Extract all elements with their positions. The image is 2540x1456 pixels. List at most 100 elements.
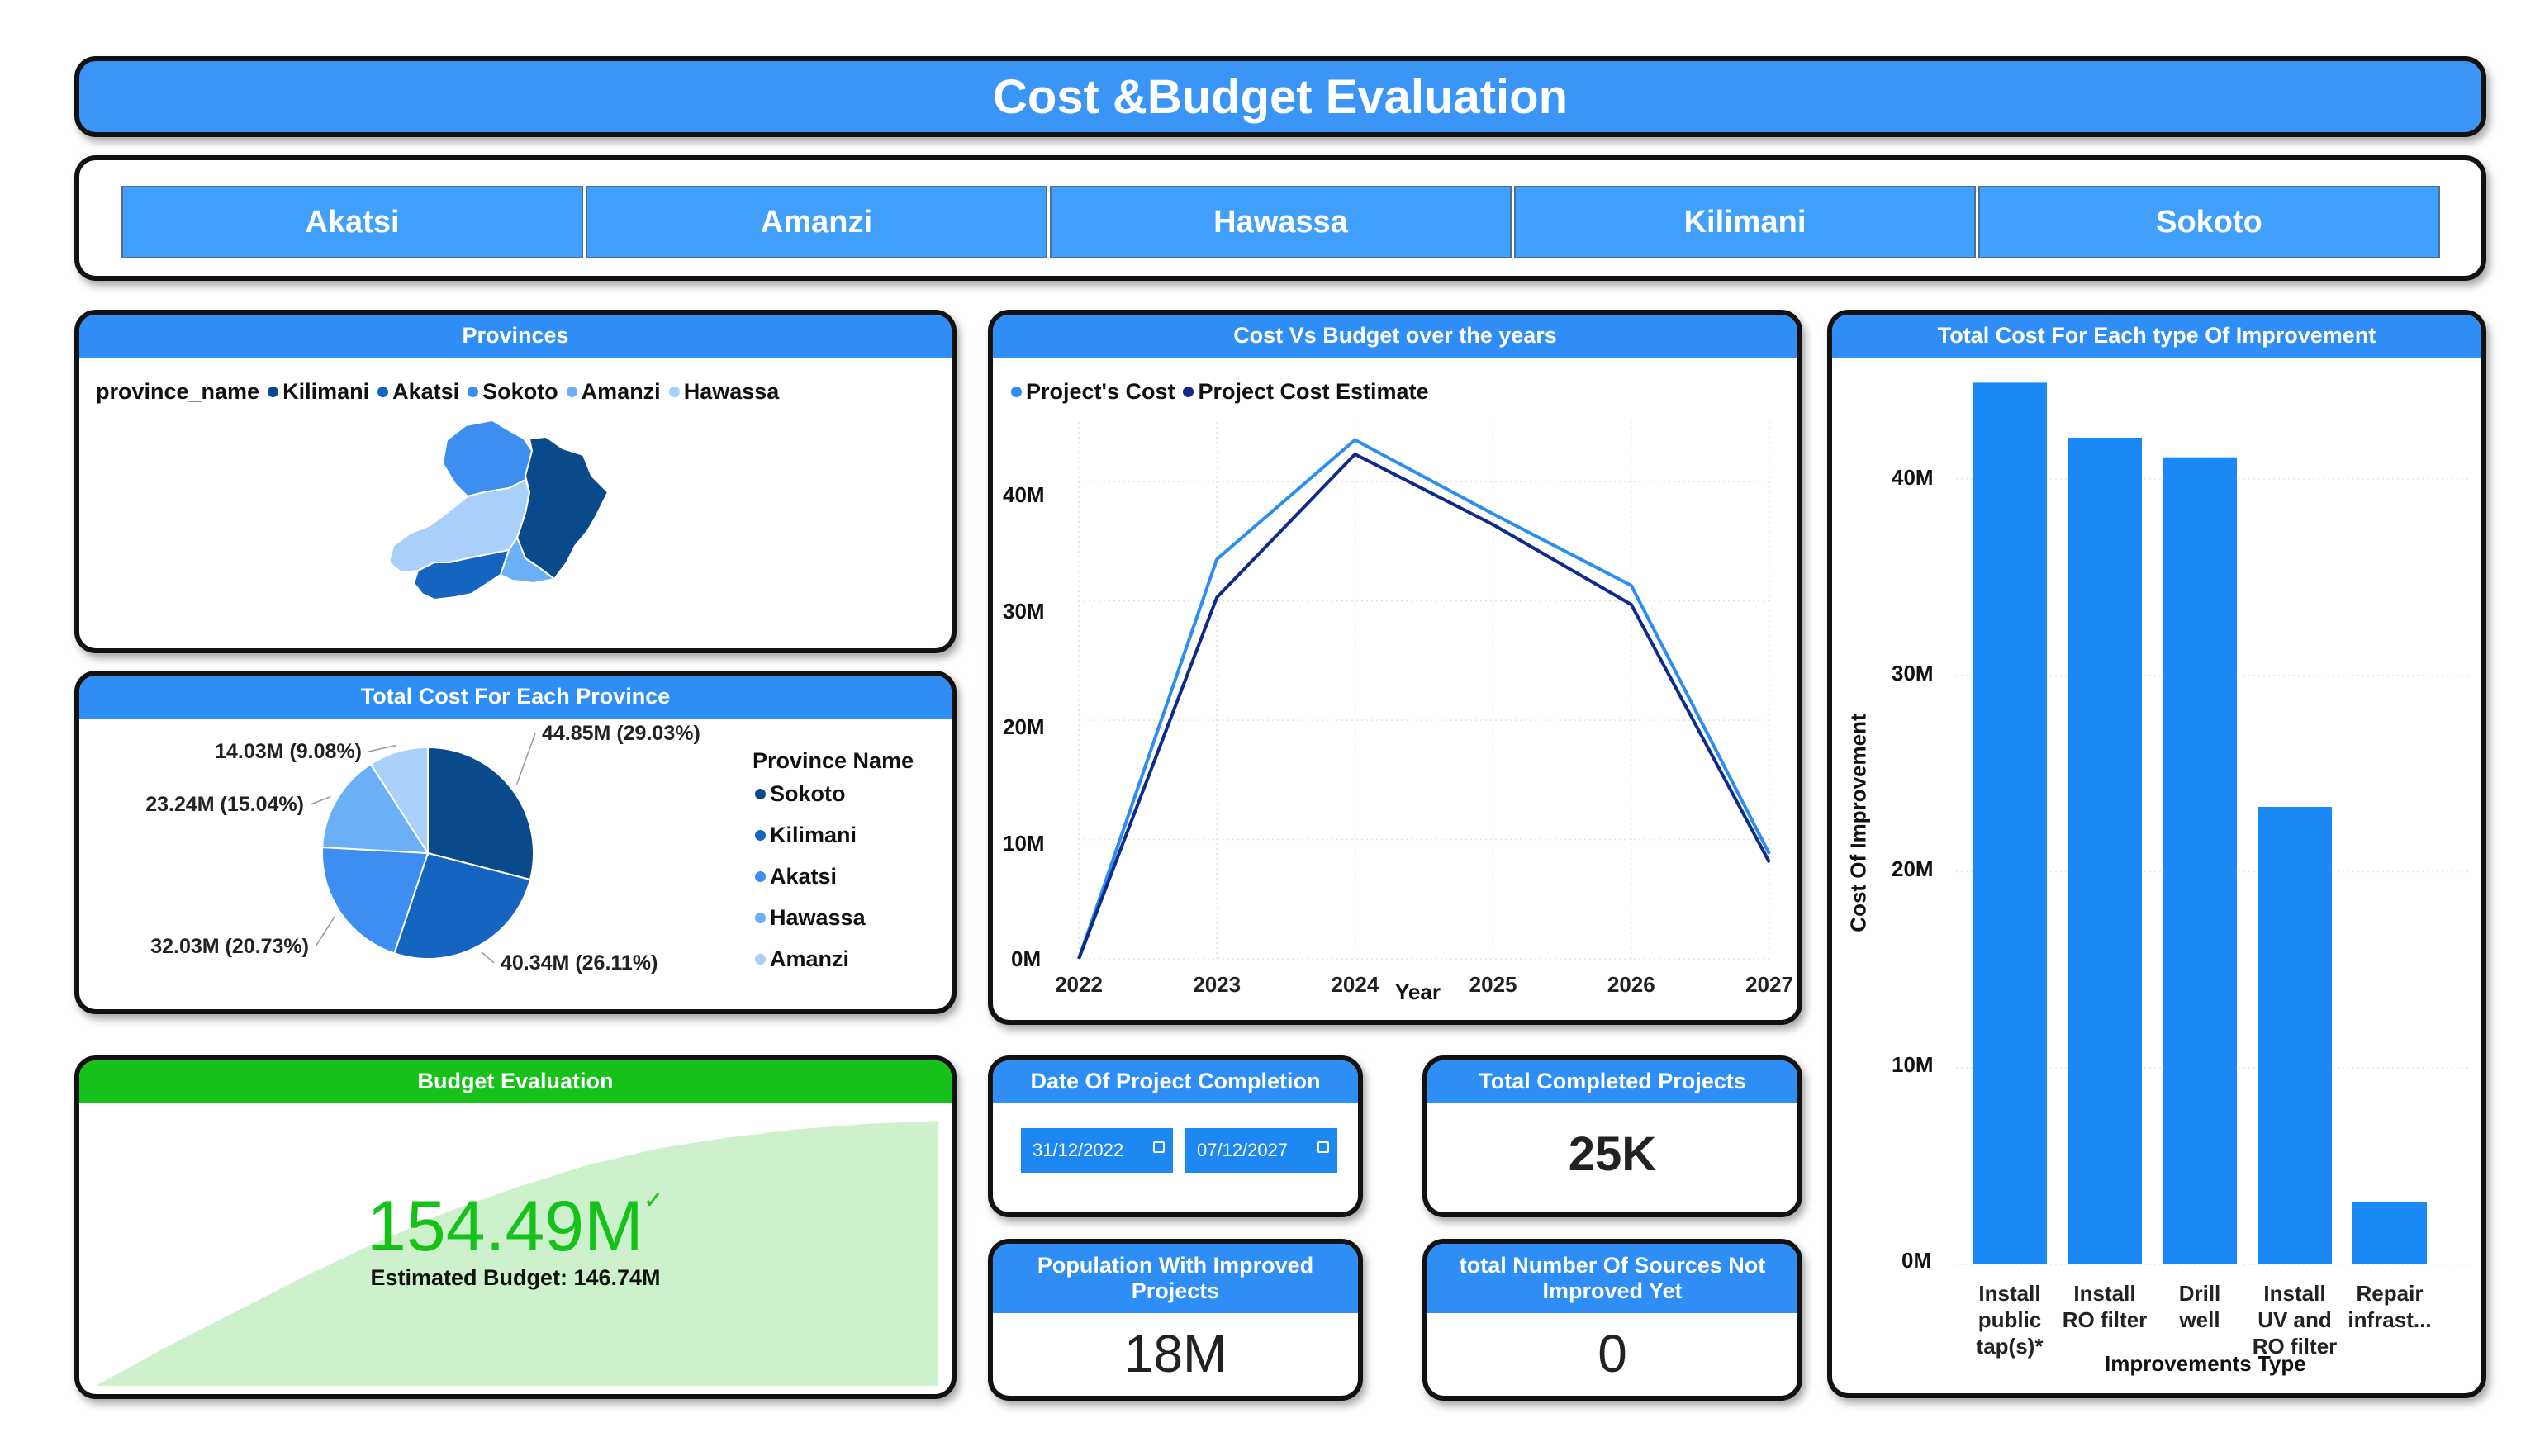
map-region-hawassa[interactable] bbox=[499, 535, 557, 585]
pie-legend-item-hawassa[interactable]: Hawassa bbox=[747, 905, 866, 931]
improvement-cost-title: Total Cost For Each type Of Improvement bbox=[1832, 315, 2481, 358]
bar-y-tick: 20M bbox=[1892, 856, 1934, 882]
calendar-icon[interactable] bbox=[1317, 1141, 1329, 1153]
pie-leader-line bbox=[481, 951, 495, 964]
legend-label: Kilimani bbox=[770, 823, 857, 847]
line-y-tick: 10M bbox=[1003, 831, 1045, 856]
legend-label: Hawassa bbox=[683, 379, 780, 404]
legend-label: Project's Cost bbox=[1026, 379, 1175, 404]
pie-data-label: 23.24M (15.04%) bbox=[145, 793, 304, 816]
pie-slice-kilimani[interactable] bbox=[393, 851, 532, 960]
bar-category-label: RO filter bbox=[2063, 1307, 2148, 1332]
population-value: 18M bbox=[993, 1323, 1358, 1384]
legend-item-hawassa[interactable]: Hawassa bbox=[661, 379, 780, 405]
legend-item-projects-cost[interactable]: Project's Cost bbox=[1003, 379, 1175, 405]
completed-projects-value: 25K bbox=[1427, 1126, 1797, 1182]
province-cost-pie-title: Total Cost For Each Province bbox=[79, 676, 952, 719]
tick-label: 40M bbox=[1003, 482, 1045, 507]
line-series-projects-cost[interactable] bbox=[1077, 438, 1771, 960]
cost-vs-budget-panel: Cost Vs Budget over the years Project's … bbox=[988, 310, 1802, 1025]
start-date-input[interactable]: 31/12/2022 bbox=[1021, 1128, 1173, 1173]
budget-area-chart bbox=[96, 1121, 938, 1386]
slicer-item-sokoto[interactable]: Sokoto bbox=[1978, 186, 2440, 258]
map-region-sokoto[interactable] bbox=[412, 548, 510, 601]
line-series-project-cost-estimate[interactable] bbox=[1077, 453, 1771, 960]
tick-label: 20M bbox=[1003, 714, 1045, 739]
cost-vs-budget-line-chart[interactable]: 2022 2023 2024 2025 2026 2027 bbox=[993, 315, 1797, 1020]
budget-area bbox=[96, 1121, 938, 1386]
legend-label: Kilimani bbox=[282, 379, 370, 404]
map-legend: province_name Kilimani Akatsi Sokoto Ama… bbox=[96, 379, 779, 405]
slicer-label: Kilimani bbox=[1683, 204, 1806, 240]
page-title-text: Cost &Budget Evaluation bbox=[992, 69, 1569, 124]
end-date-input[interactable]: 07/12/2027 bbox=[1185, 1128, 1337, 1173]
population-card: Population With Improved Projects 18M bbox=[988, 1239, 1363, 1401]
provinces-map[interactable] bbox=[79, 315, 952, 648]
line-x-tick: 2022 bbox=[1055, 972, 1103, 997]
pie-leader-line bbox=[368, 744, 396, 752]
legend-label: Akatsi bbox=[392, 379, 460, 404]
map-legend-title: province_name bbox=[96, 379, 260, 404]
pie-legend-item-amanzi[interactable]: Amanzi bbox=[747, 946, 849, 972]
calendar-icon[interactable] bbox=[1153, 1141, 1165, 1153]
bar-category-label: tap(s)* bbox=[1977, 1334, 2044, 1359]
pie-slice-hawassa[interactable] bbox=[321, 762, 430, 855]
line-y-tick: 40M bbox=[1003, 482, 1045, 508]
panel-title-text: Date Of Project Completion bbox=[1030, 1069, 1321, 1094]
line-x-tick: 2026 bbox=[1607, 972, 1655, 997]
population-title: Population With Improved Projects bbox=[993, 1244, 1358, 1313]
legend-item-sokoto[interactable]: Sokoto bbox=[459, 379, 558, 405]
legend-item-kilimani[interactable]: Kilimani bbox=[259, 379, 369, 405]
kpi-value-text: 25K bbox=[1568, 1127, 1657, 1181]
legend-dot-icon bbox=[566, 387, 577, 397]
pie-slice-akatsi[interactable] bbox=[321, 846, 430, 955]
axis-title-text: Year bbox=[1395, 979, 1441, 1004]
bar-1[interactable] bbox=[1973, 382, 2047, 1264]
bar-4[interactable] bbox=[2258, 806, 2332, 1264]
line-x-axis-title: Year bbox=[1395, 979, 1441, 1005]
slicer-item-akatsi[interactable]: Akatsi bbox=[121, 186, 583, 258]
estimated-budget-label: Estimated Budget: 146.74M bbox=[79, 1265, 952, 1291]
legend-dot-icon bbox=[755, 954, 766, 965]
bar-category-label: Install bbox=[2073, 1281, 2135, 1306]
axis-title-text: Improvements Type bbox=[2105, 1351, 2306, 1376]
legend-item-akatsi[interactable]: Akatsi bbox=[369, 379, 459, 405]
bar-category-label: RO filter bbox=[2253, 1334, 2338, 1359]
panel-title-text: Population With Improved Projects bbox=[1037, 1252, 1314, 1303]
tick-label: 0M bbox=[1011, 946, 1042, 971]
pie-slice-amanzi[interactable] bbox=[369, 746, 429, 856]
bar-category-label: Repair bbox=[2357, 1281, 2424, 1306]
pie-legend-item-akatsi[interactable]: Akatsi bbox=[747, 864, 837, 889]
slicer-label: Hawassa bbox=[1213, 204, 1348, 240]
start-date-text: 31/12/2022 bbox=[1033, 1140, 1124, 1160]
legend-item-amanzi[interactable]: Amanzi bbox=[558, 379, 661, 405]
bar-5[interactable] bbox=[2352, 1201, 2427, 1264]
legend-dot-icon bbox=[268, 387, 279, 397]
legend-item-project-cost-estimate[interactable]: Project Cost Estimate bbox=[1175, 379, 1429, 405]
legend-label: Amanzi bbox=[581, 379, 661, 404]
estimated-budget-text: Estimated Budget: 146.74M bbox=[370, 1265, 661, 1290]
panel-title-text: Budget Evaluation bbox=[417, 1069, 614, 1094]
bar-y-tick: 10M bbox=[1892, 1052, 1934, 1078]
legend-label: Sokoto bbox=[482, 379, 558, 404]
pie-data-label: 44.85M (29.03%) bbox=[542, 722, 700, 745]
bar-2[interactable] bbox=[2068, 437, 2142, 1264]
pie-data-label: 32.03M (20.73%) bbox=[150, 935, 309, 958]
bar-category-label: Drill bbox=[2179, 1281, 2221, 1306]
province-cost-pie-chart[interactable]: 44.85M (29.03%) 40.34M (26.11%) 32.03M (20… bbox=[79, 676, 952, 1009]
slicer-item-kilimani[interactable]: Kilimani bbox=[1514, 186, 1976, 258]
kpi-value-text: 18M bbox=[1123, 1324, 1227, 1383]
map-region-kilimani[interactable] bbox=[515, 435, 610, 581]
bar-y-tick: 0M bbox=[1901, 1248, 1931, 1273]
pie-leader-line bbox=[310, 795, 331, 805]
slicer-item-hawassa[interactable]: Hawassa bbox=[1050, 186, 1512, 258]
pie-legend-item-sokoto[interactable]: Sokoto bbox=[747, 781, 846, 807]
bar-3[interactable] bbox=[2163, 457, 2237, 1264]
legend-label: Sokoto bbox=[770, 781, 846, 806]
slicer-item-amanzi[interactable]: Amanzi bbox=[586, 186, 1047, 258]
bar-category-label: Install bbox=[1978, 1281, 2040, 1306]
provinces-map-title: Provinces bbox=[79, 315, 952, 358]
pie-slice-sokoto[interactable] bbox=[427, 746, 534, 881]
pie-legend-item-kilimani[interactable]: Kilimani bbox=[747, 823, 857, 848]
